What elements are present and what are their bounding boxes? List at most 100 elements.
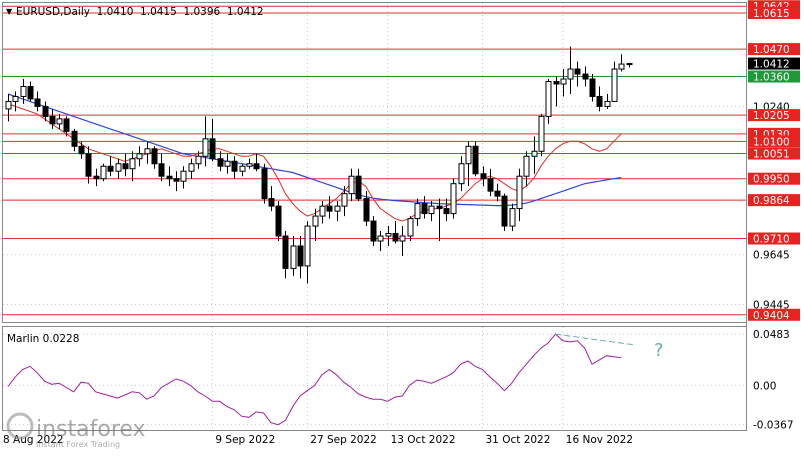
- dropdown-arrow-icon[interactable]: ▼: [6, 7, 13, 16]
- candle-body: [268, 198, 275, 207]
- candle: [611, 61, 618, 102]
- candle-body: [304, 225, 311, 267]
- candle-body: [246, 163, 253, 167]
- candle: [341, 186, 348, 217]
- divergence-question-mark: ?: [654, 340, 664, 361]
- candle-body: [34, 98, 41, 107]
- level-price-tag-background: [748, 308, 800, 321]
- candle-body: [472, 145, 479, 175]
- candle: [472, 141, 479, 177]
- candle-body: [604, 100, 611, 107]
- candle-body: [151, 148, 158, 165]
- candle-body: [421, 203, 428, 215]
- candle-body: [42, 105, 49, 117]
- candle: [224, 153, 231, 174]
- level-price-tag-background: [748, 135, 800, 148]
- candle: [596, 86, 603, 112]
- candle: [567, 46, 574, 94]
- candle-body: [611, 68, 618, 102]
- candle-body: [20, 85, 27, 97]
- candle: [407, 216, 414, 242]
- level-price-tag: 0.9864: [748, 194, 800, 207]
- grid: [3, 3, 746, 430]
- candle: [63, 116, 70, 137]
- level-price-tag-label: 0.9404: [753, 310, 790, 322]
- candle-body: [107, 165, 114, 172]
- oscillator-line: [7, 333, 622, 426]
- support-price-tag-background: [748, 70, 800, 83]
- logo-tagline: Instant Forex Trading: [36, 440, 120, 449]
- candle-body: [560, 78, 567, 85]
- candle-body: [494, 190, 501, 197]
- level-price-tag: 1.0100: [748, 135, 800, 148]
- candle-body: [399, 235, 406, 242]
- candle-body: [574, 68, 581, 75]
- candle-body: [253, 163, 260, 170]
- candle: [355, 168, 362, 202]
- candle-body: [487, 178, 494, 192]
- candle-body: [480, 173, 487, 180]
- candle: [49, 108, 56, 129]
- candle-body: [618, 63, 625, 70]
- candle: [78, 141, 85, 159]
- candle: [414, 198, 421, 227]
- time-axis-label: 31 Oct 2022: [486, 434, 551, 446]
- candle: [582, 66, 589, 87]
- candle-body: [501, 195, 508, 227]
- candle-body: [363, 198, 370, 222]
- price-tags: 1.02400.96450.94451.06421.06151.04701.02…: [748, 0, 800, 322]
- candle: [188, 158, 195, 179]
- candle-body: [180, 170, 187, 182]
- candle: [253, 153, 260, 172]
- candle: [589, 74, 596, 102]
- candle: [348, 168, 355, 202]
- candle-body: [63, 118, 70, 132]
- level-price-tag-background: [748, 109, 800, 122]
- candle: [509, 203, 516, 232]
- candle: [290, 236, 297, 276]
- candle: [166, 166, 173, 187]
- candle-body: [290, 245, 297, 269]
- level-price-tag: 0.9710: [748, 232, 800, 246]
- symbol-info: EURUSD,Daily 1.0410 1.0415 1.0396 1.0412: [16, 6, 264, 18]
- candle-body: [465, 145, 472, 165]
- candle: [297, 236, 304, 279]
- time-axis-label: 13 Oct 2022: [391, 434, 456, 446]
- level-price-tag: 1.0615: [748, 6, 800, 20]
- candle-body: [188, 163, 195, 172]
- candle-body: [531, 150, 538, 157]
- candle: [319, 201, 326, 224]
- candle: [450, 178, 457, 219]
- time-axis-label: 16 Nov 2022: [566, 434, 633, 446]
- level-price-tag-label: 0.9950: [753, 174, 790, 186]
- candle-body: [5, 100, 12, 110]
- candle-body: [202, 138, 209, 157]
- candle: [494, 183, 501, 202]
- support-price-tag-label: 1.0360: [753, 72, 790, 84]
- candle-body: [450, 183, 457, 215]
- candle: [217, 151, 224, 172]
- candle: [626, 62, 633, 68]
- candle: [574, 61, 581, 87]
- logo-ring-icon: [6, 412, 34, 440]
- level-price-tag-label: 1.0615: [753, 8, 790, 20]
- candle-body: [224, 160, 231, 167]
- candle: [377, 231, 384, 251]
- oscillator-pane-frame: [2, 326, 747, 431]
- marlin-oscillator: 0.0483 0.00 -0.0367: [7, 329, 794, 431]
- candle: [363, 191, 370, 227]
- candle: [239, 163, 246, 177]
- candle-body: [27, 85, 34, 100]
- candle-body: [355, 175, 362, 200]
- candle: [487, 168, 494, 197]
- candle: [27, 81, 34, 102]
- oscillator-axis-label: 0.00: [753, 380, 776, 392]
- candle-body: [100, 165, 107, 180]
- candle-body: [319, 205, 326, 217]
- candle: [312, 208, 319, 242]
- candle-body: [261, 168, 268, 200]
- level-price-tag-label: 0.9710: [753, 234, 790, 246]
- candle: [180, 166, 187, 189]
- candle: [115, 158, 122, 179]
